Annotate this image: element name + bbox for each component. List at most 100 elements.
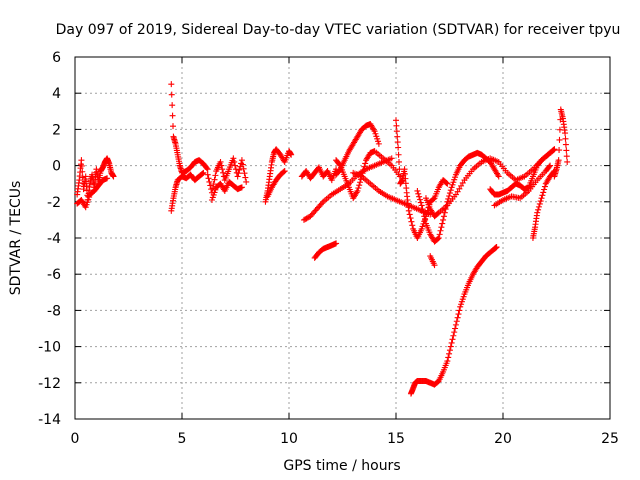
data-point [395,158,402,165]
data-point [534,209,541,216]
data-point [409,222,416,229]
y-tick-label: -4 [47,231,61,247]
data-point [439,220,446,227]
data-point [304,214,311,221]
data-point [236,166,243,173]
data-point [431,262,438,269]
x-tick-label: 25 [601,431,619,447]
data-point [302,216,309,223]
data-point [110,173,117,180]
data-point [311,208,318,215]
data-point [242,174,249,181]
data-point [78,162,85,169]
data-point [232,162,239,169]
plot-frame [74,56,611,420]
data-point [394,139,401,146]
data-point [317,201,324,208]
data-point [243,178,250,185]
data-point [312,207,319,214]
data-point [316,203,323,210]
data-point [79,174,86,181]
data-point [211,176,218,183]
data-point [219,166,226,173]
data-point [444,180,451,187]
data-point [445,354,452,361]
data-point [434,235,441,242]
x-tick-label: 10 [280,431,298,447]
data-point [441,209,448,216]
x-tick-label: 0 [71,431,80,447]
x-tick-label: 15 [387,431,405,447]
data-point [535,203,542,210]
data-point [564,158,571,165]
data-point [234,173,241,180]
data-point [494,172,501,179]
y-tick-label: -12 [38,376,61,392]
y-tick-label: -6 [47,267,61,283]
data-point [218,162,225,169]
data-point [438,224,445,231]
data-point [422,216,429,223]
data-point [315,204,322,211]
data-point [446,193,453,200]
data-point [394,133,401,140]
data-point [550,147,557,154]
data-point [419,206,426,213]
data-point [281,168,288,175]
data-point [452,325,459,332]
data-point [555,157,562,164]
data-point [168,81,175,88]
data-point [563,153,570,160]
data-point [370,126,377,133]
data-point [406,211,413,218]
data-point [169,102,176,109]
data-point [318,200,325,207]
data-point [493,244,500,251]
y-axis-label: SDTVAR / TECUs [8,181,24,296]
data-point [393,122,400,129]
data-point [238,184,245,191]
data-point [437,227,444,234]
data-points [74,81,571,397]
data-point [421,213,428,220]
data-point [231,158,238,165]
data-point [537,198,544,205]
data-point [407,215,414,222]
data-point [440,216,447,223]
data-point [396,166,403,173]
data-point [449,336,456,343]
data-point [405,207,412,214]
data-point [446,350,453,357]
data-point [239,161,246,168]
data-point [538,195,545,202]
data-point [210,181,217,188]
data-point [415,190,422,197]
data-point [435,235,442,241]
x-axis-label: GPS time / hours [283,458,400,474]
data-point [551,146,558,153]
data-point [440,213,447,220]
data-point [396,173,403,180]
data-point [333,240,340,247]
data-point [78,157,85,164]
data-point [562,141,569,148]
data-point [360,166,367,173]
data-point [443,179,450,186]
data-point [546,163,553,170]
grid-lines [75,57,610,419]
data-point [417,199,424,206]
data-point [203,165,210,172]
data-point [408,218,415,225]
data-point [535,206,542,213]
data-point [420,209,427,216]
data-point [200,169,207,176]
data-point [452,321,459,328]
data-point [495,173,502,180]
data-point [354,187,361,194]
data-point [453,318,460,325]
data-point [541,186,548,193]
data-point [307,213,314,220]
y-tick-label: -8 [47,303,61,319]
data-point [536,200,543,207]
